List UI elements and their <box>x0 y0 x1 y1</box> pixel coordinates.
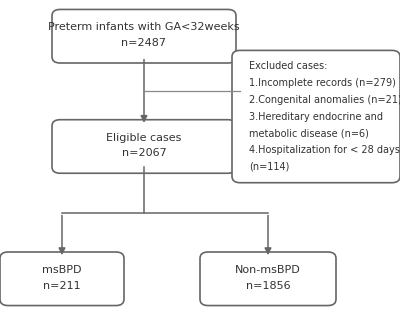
Text: Eligible cases: Eligible cases <box>106 133 182 143</box>
Text: 1.Incomplete records (n=279): 1.Incomplete records (n=279) <box>249 78 396 88</box>
Text: n=1856: n=1856 <box>246 281 290 291</box>
Text: Excluded cases:: Excluded cases: <box>249 61 327 71</box>
Text: 3.Hereditary endocrine and: 3.Hereditary endocrine and <box>249 112 383 122</box>
Text: n=2487: n=2487 <box>122 38 166 48</box>
FancyBboxPatch shape <box>232 50 400 183</box>
FancyBboxPatch shape <box>52 9 236 63</box>
Text: Non-msBPD: Non-msBPD <box>235 265 301 275</box>
Text: 2.Congenital anomalies (n=21): 2.Congenital anomalies (n=21) <box>249 95 400 105</box>
Text: n=2067: n=2067 <box>122 148 166 158</box>
Text: Preterm infants with GA<32weeks: Preterm infants with GA<32weeks <box>48 22 240 32</box>
FancyBboxPatch shape <box>0 252 124 306</box>
Text: n=211: n=211 <box>43 281 81 291</box>
Text: msBPD: msBPD <box>42 265 82 275</box>
Text: metabolic disease (n=6): metabolic disease (n=6) <box>249 128 369 138</box>
Text: 4.Hospitalization for < 28 days: 4.Hospitalization for < 28 days <box>249 145 400 155</box>
FancyBboxPatch shape <box>52 120 236 173</box>
Text: (n=114): (n=114) <box>249 162 289 172</box>
FancyBboxPatch shape <box>200 252 336 306</box>
